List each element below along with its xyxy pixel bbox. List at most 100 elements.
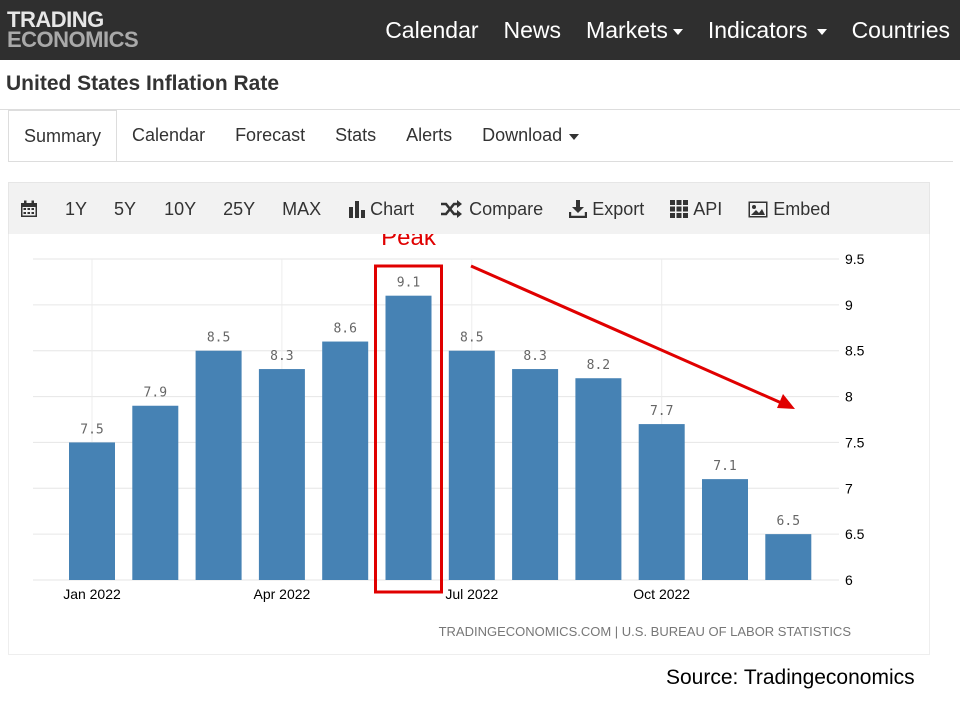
api-label: API (693, 198, 723, 219)
chart-type-button[interactable]: Chart (348, 199, 414, 220)
tab-alerts-label: Alerts (406, 124, 453, 145)
nav-markets-label: Markets (586, 16, 668, 43)
logo-line-1: TRADING (7, 7, 104, 32)
logo-line-2: ECONOMICS (7, 27, 139, 52)
bar-apr-2022 (258, 369, 305, 580)
compare-label: Compare (469, 198, 544, 219)
export-label: Export (592, 198, 645, 219)
data-label: 8.3 (270, 349, 293, 364)
bar-aug-2022 (512, 369, 559, 580)
chart-credit: TRADINGECONOMICS.COM | U.S. BUREAU OF LA… (439, 624, 852, 639)
image-icon (748, 201, 768, 217)
tab-summary-label: Summary (24, 125, 102, 146)
trend-arrowhead (777, 394, 795, 409)
nav-news-label: News (503, 16, 562, 43)
chevron-down-icon (816, 28, 827, 35)
compare-button[interactable]: Compare (440, 199, 543, 220)
range-max-button[interactable]: MAX (282, 198, 322, 219)
tab-stats-label: Stats (335, 124, 377, 145)
bar-jul-2022 (448, 350, 495, 580)
data-label: 9.1 (397, 276, 420, 291)
page-title: United States Inflation Rate (6, 72, 280, 95)
tradingeconomics-logo[interactable]: TRADING ECONOMICS (7, 7, 139, 52)
tab-alerts[interactable]: Alerts (391, 110, 467, 160)
top-nav-bar: TRADING ECONOMICS Calendar News Markets … (0, 0, 960, 60)
api-button[interactable]: API (670, 199, 722, 220)
chart-toolbar: 1Y 5Y 10Y 25Y MAX Chart Compare Export A… (8, 182, 930, 236)
range-1y-button[interactable]: 1Y (65, 198, 88, 219)
y-tick-label: 9 (845, 297, 853, 313)
nav-markets[interactable]: Markets (586, 17, 683, 44)
data-label: 7.9 (144, 386, 167, 401)
bar-may-2022 (322, 341, 369, 580)
data-label: 7.7 (650, 404, 673, 419)
bar-oct-2022 (638, 424, 685, 580)
main-nav: Calendar News Markets Indicators Countri… (370, 0, 960, 60)
nav-news[interactable]: News (504, 17, 562, 44)
bar-nov-2022 (702, 479, 748, 580)
bar-jan-2022 (69, 442, 115, 580)
tab-forecast[interactable]: Forecast (220, 110, 320, 160)
y-tick-label: 6.5 (845, 526, 865, 542)
date-picker-button[interactable] (20, 200, 38, 218)
bar-dec-2022 (765, 534, 812, 580)
tab-calendar-label: Calendar (132, 124, 206, 145)
grid-icon (670, 200, 689, 218)
tab-bar: Summary Calendar Forecast Stats Alerts D… (8, 110, 594, 162)
tab-stats[interactable]: Stats (320, 110, 391, 160)
chevron-down-icon (569, 133, 580, 140)
bar-jun-2022 (385, 295, 432, 580)
shuffle-icon (441, 200, 463, 218)
data-label: 8.6 (333, 322, 356, 337)
nav-countries[interactable]: Countries (852, 17, 950, 44)
divider (0, 109, 960, 110)
source-note: Source: Tradingeconomics (666, 666, 915, 689)
bar-feb-2022 (132, 405, 179, 580)
y-tick-label: 9.5 (845, 251, 865, 267)
download-icon (569, 200, 588, 218)
data-label: 8.5 (207, 331, 230, 346)
data-label: 8.2 (587, 358, 610, 373)
range-25y-button[interactable]: 25Y (223, 198, 256, 219)
embed-label: Embed (773, 198, 831, 219)
x-tick-label: Oct 2022 (633, 586, 690, 602)
y-tick-label: 7.5 (845, 434, 865, 450)
data-label: 8.5 (460, 331, 483, 346)
tab-download[interactable]: Download (467, 110, 594, 160)
tab-download-label: Download (482, 124, 563, 145)
y-tick-label: 7 (845, 480, 853, 496)
nav-calendar-label: Calendar (385, 16, 479, 43)
bar-mar-2022 (195, 350, 242, 580)
peak-highlight-box (374, 264, 443, 594)
y-tick-label: 6 (845, 572, 853, 588)
x-tick-label: Apr 2022 (253, 586, 310, 602)
chart-type-label: Chart (370, 198, 415, 219)
bar-chart-icon (349, 201, 366, 218)
x-tick-label: Jul 2022 (445, 586, 498, 602)
data-label: 8.3 (523, 349, 546, 364)
nav-calendar[interactable]: Calendar (385, 17, 478, 44)
calendar-icon (21, 200, 37, 217)
range-5y-button[interactable]: 5Y (114, 198, 137, 219)
divider (8, 161, 953, 162)
y-tick-label: 8 (845, 389, 853, 405)
data-label: 7.1 (713, 459, 736, 474)
tab-summary[interactable]: Summary (8, 110, 118, 162)
y-tick-label: 8.5 (845, 343, 865, 359)
export-button[interactable]: Export (569, 199, 644, 220)
range-10y-button[interactable]: 10Y (164, 198, 197, 219)
chevron-down-icon (672, 28, 683, 35)
x-tick-label: Jan 2022 (63, 586, 121, 602)
tab-forecast-label: Forecast (235, 124, 306, 145)
inflation-bar-chart: 6 6.5 7 7.5 8 8.5 9 9.5 7.5 7.9 8.5 8.3 8.6 9.1 8.5 8.3… (33, 234, 865, 639)
embed-button[interactable]: Embed (748, 199, 830, 220)
tab-calendar[interactable]: Calendar (117, 110, 220, 160)
trend-arrow-line (470, 264, 787, 407)
data-label: 6.5 (777, 514, 800, 529)
peak-label: Peak (381, 234, 437, 251)
data-label: 7.5 (80, 422, 103, 437)
nav-indicators[interactable]: Indicators (708, 17, 827, 44)
nav-countries-label: Countries (851, 16, 950, 43)
nav-indicators-label: Indicators (707, 16, 808, 43)
chart-panel: 6 6.5 7 7.5 8 8.5 9 9.5 7.5 7.9 8.5 8.3 8.6 9.1 8.5 8.3… (8, 234, 930, 655)
